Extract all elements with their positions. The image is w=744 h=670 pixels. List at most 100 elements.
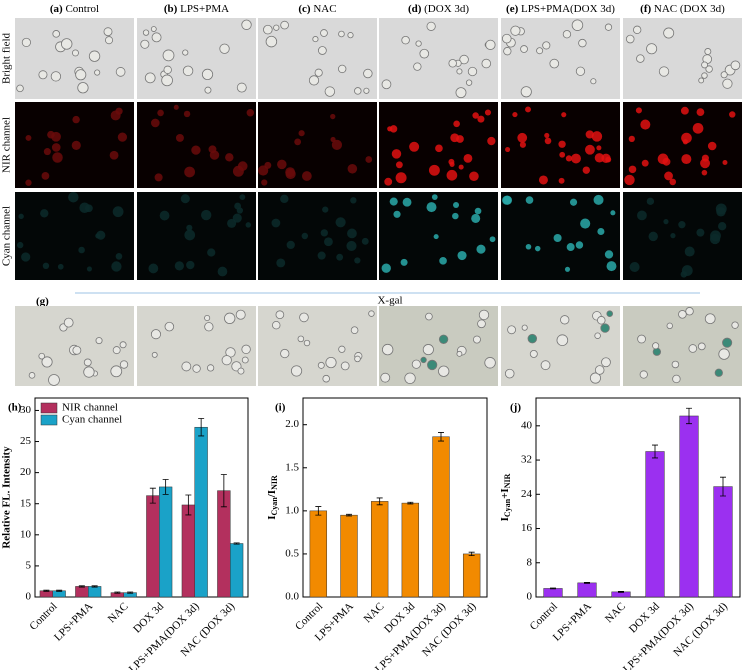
cell bbox=[487, 136, 496, 146]
cell bbox=[186, 224, 193, 231]
cell bbox=[529, 349, 538, 358]
x-tick-label: NAC (DOX 3d) bbox=[420, 600, 479, 659]
cell bbox=[314, 68, 323, 77]
cell bbox=[448, 158, 455, 165]
cell bbox=[50, 71, 62, 82]
error-bar bbox=[185, 494, 192, 516]
panel-label: (i) bbox=[275, 402, 286, 414]
cell bbox=[669, 178, 677, 186]
micrograph bbox=[137, 18, 256, 99]
cell bbox=[663, 27, 675, 39]
y-axis-label-part: Cyan bbox=[503, 498, 512, 517]
cell bbox=[191, 145, 201, 155]
cell bbox=[594, 153, 605, 163]
cell bbox=[154, 173, 163, 182]
cell bbox=[640, 119, 651, 130]
cell bbox=[637, 334, 646, 344]
cell bbox=[575, 66, 586, 76]
cell bbox=[346, 240, 357, 251]
cell bbox=[42, 262, 50, 270]
cell bbox=[606, 261, 617, 272]
cell bbox=[241, 356, 249, 364]
cell bbox=[320, 29, 328, 37]
cell bbox=[312, 36, 319, 43]
column-name: NAC (DOX 3d) bbox=[654, 3, 725, 15]
cell bbox=[72, 115, 80, 124]
cell bbox=[718, 222, 727, 231]
cell bbox=[347, 164, 358, 174]
cell bbox=[150, 329, 162, 340]
cell bbox=[682, 139, 689, 145]
cell bbox=[221, 355, 232, 366]
cell bbox=[363, 87, 370, 94]
cell bbox=[94, 69, 101, 76]
cell bbox=[544, 137, 552, 145]
cell bbox=[485, 39, 496, 50]
cell bbox=[25, 134, 32, 141]
cell bbox=[393, 210, 401, 218]
y-axis-label-part: NIR bbox=[270, 475, 279, 490]
y-tick-label: 10 bbox=[20, 528, 32, 540]
cell bbox=[562, 30, 572, 39]
y-axis-label-part: Cyan bbox=[270, 497, 279, 516]
cell bbox=[439, 257, 447, 265]
x-tick-label: NAC bbox=[362, 600, 387, 625]
cell bbox=[317, 251, 326, 260]
cell bbox=[148, 263, 159, 274]
cell bbox=[71, 140, 81, 150]
cell bbox=[265, 35, 278, 48]
cell bbox=[458, 164, 464, 170]
cell bbox=[140, 39, 150, 49]
cell bbox=[684, 246, 695, 257]
cell bbox=[544, 132, 550, 139]
column-letter: (f) bbox=[640, 3, 651, 15]
cell bbox=[553, 233, 562, 243]
cell bbox=[204, 86, 212, 94]
cell bbox=[175, 133, 184, 142]
y-tick-label: 20 bbox=[20, 466, 32, 478]
cell bbox=[564, 266, 571, 272]
cell bbox=[209, 150, 220, 160]
column-name: LPS+PMA(DOX 3d) bbox=[521, 3, 615, 15]
cell bbox=[354, 355, 361, 363]
cell bbox=[263, 24, 273, 35]
cell bbox=[363, 68, 373, 79]
xgal-title: X-gal bbox=[377, 295, 402, 307]
cell bbox=[549, 58, 560, 69]
bar bbox=[146, 495, 160, 598]
cell bbox=[261, 179, 268, 186]
cell bbox=[624, 174, 635, 186]
cell bbox=[48, 374, 60, 386]
cell bbox=[368, 310, 375, 317]
cell bbox=[280, 348, 290, 359]
cell bbox=[204, 314, 211, 322]
column-letter: (b) bbox=[164, 3, 178, 15]
cell bbox=[297, 335, 305, 343]
cell bbox=[72, 345, 82, 355]
cell bbox=[389, 125, 398, 133]
cell bbox=[71, 49, 79, 57]
cell bbox=[298, 130, 305, 137]
plot-frame bbox=[302, 397, 488, 598]
cell bbox=[670, 232, 676, 239]
micrograph bbox=[258, 306, 377, 386]
cell bbox=[336, 253, 344, 261]
row-label: Bright field bbox=[1, 32, 13, 84]
y-tick-label: 0.5 bbox=[285, 547, 299, 559]
cell bbox=[380, 372, 391, 383]
cell bbox=[685, 307, 694, 316]
cell bbox=[722, 159, 728, 165]
cell bbox=[525, 106, 531, 113]
y-axis-label: ICyan/INIR bbox=[266, 475, 279, 520]
error-bar bbox=[686, 407, 692, 425]
y-tick-label: 25 bbox=[20, 435, 32, 447]
cell bbox=[559, 151, 566, 158]
cell bbox=[569, 198, 578, 206]
cell bbox=[409, 141, 420, 152]
cell bbox=[628, 135, 635, 143]
cell bbox=[520, 86, 532, 98]
bar bbox=[462, 553, 481, 598]
y-tick-label: 40 bbox=[521, 419, 533, 431]
cell bbox=[709, 233, 721, 245]
cell bbox=[580, 218, 591, 229]
